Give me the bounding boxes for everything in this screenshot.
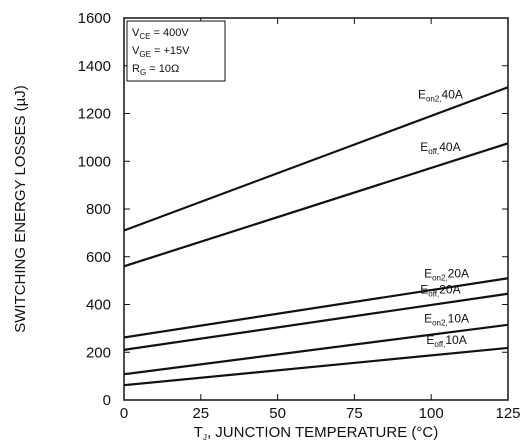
y-tick-label: 400 [86,297,111,314]
series-line [123,323,509,376]
x-tick-label: 125 [495,405,520,422]
x-axis-title: TJ, JUNCTION TEMPERATURE (°C) [194,424,438,442]
x-axis: 0 25 50 75 100 125 [120,18,521,422]
series-label: Eon2,20A [424,267,469,283]
series-line [123,277,509,339]
x-tick-label: 25 [192,405,209,422]
y-tick-label: 1600 [78,10,111,27]
conditions-frame [126,20,226,82]
x-tick-label: 100 [419,405,444,422]
series-label: Eoff,10A [426,333,466,349]
series-label: Eoff,20A [420,283,460,299]
series-lines [123,86,509,387]
series-line [123,346,509,387]
series-line [123,142,509,268]
y-tick-label: 800 [86,201,111,218]
series-label: Eoff,40A [420,140,460,156]
conditions-box: VCE = 400V VGE = +15V RG = 10Ω [126,20,226,82]
y-tick-label: 1400 [78,58,111,75]
condition-text: RG = 10Ω [132,63,179,77]
y-tick-label: 600 [86,249,111,266]
series-label: Eon2,40A [418,87,463,103]
plot-area [123,17,509,401]
y-axis-title: SWITCHING ENERGY LOSSES (µJ) [12,85,29,333]
x-tick-label: 50 [269,405,286,422]
y-tick-label: 1200 [78,106,111,123]
y-tick-label: 1000 [78,153,111,170]
series-line [123,86,509,232]
y-axis: 0 200 400 600 800 1000 1200 1400 1600 [78,10,508,409]
y-tick-label: 0 [103,392,111,409]
x-tick-label: 75 [346,405,363,422]
condition-text: VCE = 400V [132,27,189,41]
series-line [123,292,509,351]
condition-text: VGE = +15V [132,45,190,59]
y-tick-label: 200 [86,344,111,361]
series-label: Eon2,10A [424,312,469,328]
x-tick-label: 0 [120,405,128,422]
